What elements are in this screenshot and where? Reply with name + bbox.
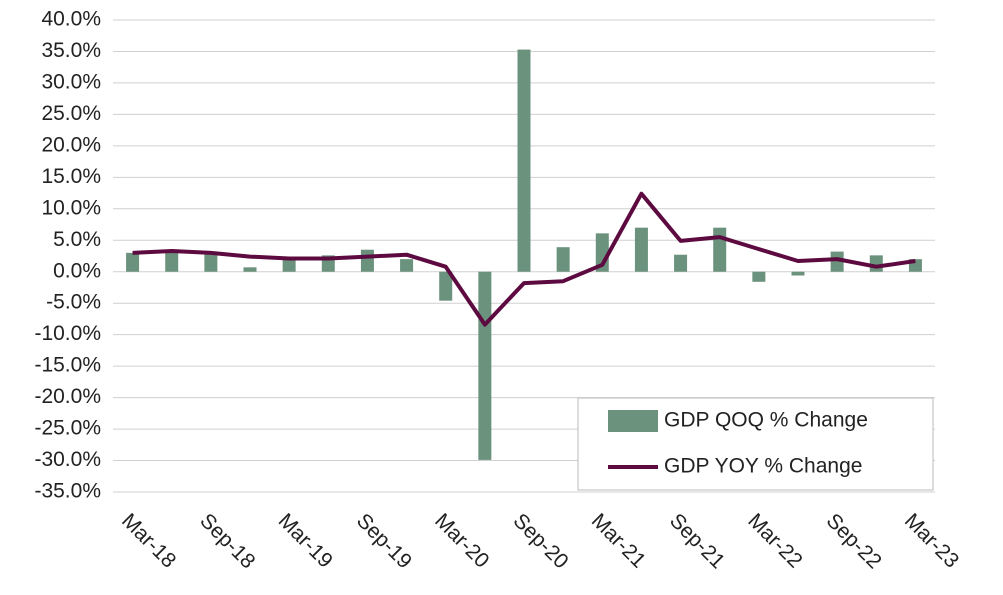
y-tick-label: -5.0% xyxy=(46,291,101,314)
bar xyxy=(752,271,766,282)
legend-label: GDP QOQ % Change xyxy=(664,409,868,432)
bar xyxy=(517,49,531,272)
bar xyxy=(400,259,414,272)
x-tick-label: Mar-22 xyxy=(743,509,806,572)
x-tick-label: Sep-19 xyxy=(352,509,416,573)
bar xyxy=(478,271,492,460)
y-tick-label: -10.0% xyxy=(34,322,101,345)
bar xyxy=(713,227,727,272)
y-tick-label: 35.0% xyxy=(41,39,101,62)
legend-swatch xyxy=(608,410,658,432)
bar xyxy=(126,252,140,272)
bar xyxy=(634,227,648,272)
x-tick-label: Sep-18 xyxy=(195,509,259,573)
x-tick-label: Sep-22 xyxy=(822,509,886,573)
x-tick-label: Mar-18 xyxy=(117,509,180,572)
x-tick-label: Sep-21 xyxy=(665,509,729,573)
y-tick-label: 25.0% xyxy=(41,102,101,125)
bar xyxy=(556,247,570,272)
x-tick-label: Mar-23 xyxy=(900,509,963,572)
bar xyxy=(791,271,805,276)
bar xyxy=(360,249,374,272)
x-tick-label: Mar-20 xyxy=(430,509,493,572)
x-tick-label: Sep-20 xyxy=(509,509,573,573)
y-tick-label: 5.0% xyxy=(53,228,101,251)
bar xyxy=(243,267,257,272)
line xyxy=(132,191,916,327)
bar xyxy=(869,255,883,272)
bar xyxy=(830,251,844,272)
y-tick-label: -25.0% xyxy=(34,417,101,440)
y-tick-label: -30.0% xyxy=(34,448,101,471)
bar xyxy=(439,271,453,301)
bar xyxy=(165,250,179,272)
y-tick-label: 15.0% xyxy=(41,165,101,188)
bar xyxy=(282,257,296,272)
legend-label: GDP YOY % Change xyxy=(664,455,862,478)
y-tick-label: 0.0% xyxy=(53,259,101,282)
bar xyxy=(674,254,688,272)
x-tick-label: Mar-19 xyxy=(274,509,337,572)
y-tick-label: 10.0% xyxy=(41,196,101,219)
y-tick-label: 40.0% xyxy=(41,8,101,31)
x-tick-label: Mar-21 xyxy=(587,509,650,572)
bar xyxy=(204,253,218,272)
y-tick-label: -15.0% xyxy=(34,354,101,377)
y-tick-label: 20.0% xyxy=(41,133,101,156)
y-tick-label: -20.0% xyxy=(34,385,101,408)
y-tick-label: 30.0% xyxy=(41,70,101,93)
y-tick-label: -35.0% xyxy=(34,480,101,503)
